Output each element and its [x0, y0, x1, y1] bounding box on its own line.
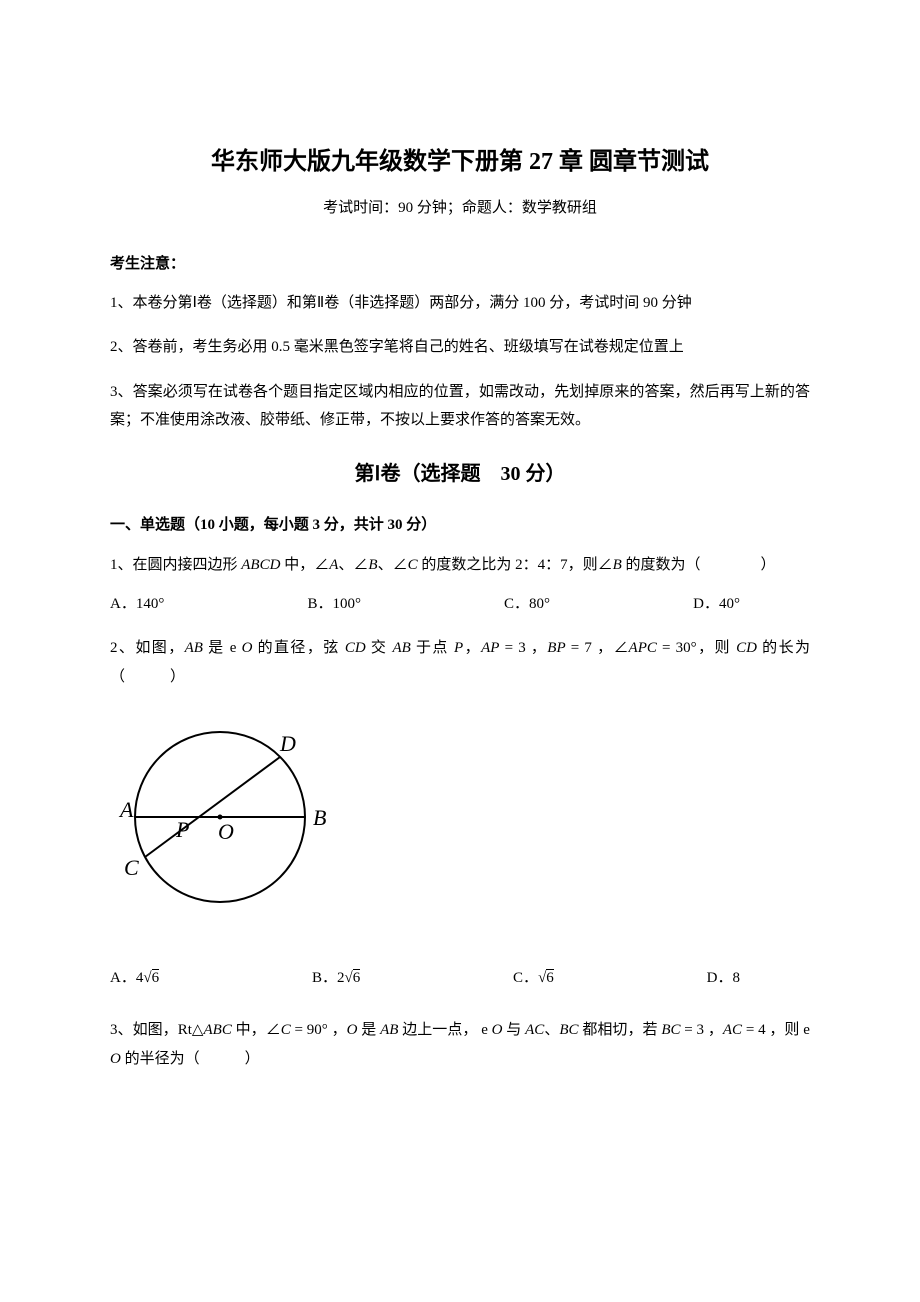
- exam-page: 华东师大版九年级数学下册第 27 章 圆章节测试 考试时间：90 分钟；命题人：…: [0, 0, 920, 1302]
- instruction-1: 1、本卷分第Ⅰ卷（选择题）和第Ⅱ卷（非选择题）两部分，满分 100 分，考试时间…: [110, 289, 810, 318]
- q2-option-d: D．8: [707, 964, 740, 993]
- q2-options: A．4√6 B．2√6 C．√6 D．8: [110, 964, 740, 993]
- label-p: P: [175, 817, 189, 842]
- circle-diagram-icon: A B C D P O: [110, 717, 350, 927]
- doc-meta: 考试时间：90 分钟；命题人：数学教研组: [110, 194, 810, 223]
- label-c: C: [124, 855, 139, 880]
- q1-option-d: D．40°: [693, 590, 740, 619]
- q1-option-c: C．80°: [504, 590, 550, 619]
- notice-heading: 考生注意：: [110, 250, 810, 279]
- q2-option-c: C．√6: [513, 964, 554, 993]
- q2-figure: A B C D P O: [110, 717, 810, 938]
- label-d: D: [279, 731, 296, 756]
- q2-option-a: A．4√6: [110, 964, 159, 993]
- q2-option-b: B．2√6: [312, 964, 360, 993]
- q2-text: 2、如图，AB 是 e O 的直径，弦 CD 交 AB 于点 P，AP = 3 …: [110, 640, 810, 685]
- q1-option-b: B．100°: [307, 590, 361, 619]
- label-b: B: [313, 805, 326, 830]
- instruction-2: 2、答卷前，考生务必用 0.5 毫米黑色签字笔将自己的姓名、班级填写在试卷规定位…: [110, 333, 810, 362]
- q1-text: 1、在圆内接四边形 ABCD 中，∠A、∠B、∠C 的度数之比为 2：4：7，则…: [110, 557, 776, 573]
- question-2: 2、如图，AB 是 e O 的直径，弦 CD 交 AB 于点 P，AP = 3 …: [110, 634, 810, 691]
- q1-options: A．140° B．100° C．80° D．40°: [110, 590, 740, 619]
- doc-title: 华东师大版九年级数学下册第 27 章 圆章节测试: [110, 140, 810, 186]
- q1-option-a: A．140°: [110, 590, 164, 619]
- label-o: O: [218, 819, 234, 844]
- single-choice-heading: 一、单选题（10 小题，每小题 3 分，共计 30 分）: [110, 511, 810, 540]
- question-3: 3、如图，Rt△ABC 中，∠C = 90° ，O 是 AB 边上一点， e O…: [110, 1016, 810, 1073]
- instruction-3: 3、答案必须写在试卷各个题目指定区域内相应的位置，如需改动，先划掉原来的答案，然…: [110, 378, 810, 435]
- question-1: 1、在圆内接四边形 ABCD 中，∠A、∠B、∠C 的度数之比为 2：4：7，则…: [110, 551, 810, 618]
- part1-heading: 第Ⅰ卷（选择题 30 分）: [110, 455, 810, 493]
- label-a: A: [118, 797, 134, 822]
- q3-text: 3、如图，Rt△ABC 中，∠C = 90° ，O 是 AB 边上一点， e O…: [110, 1022, 810, 1067]
